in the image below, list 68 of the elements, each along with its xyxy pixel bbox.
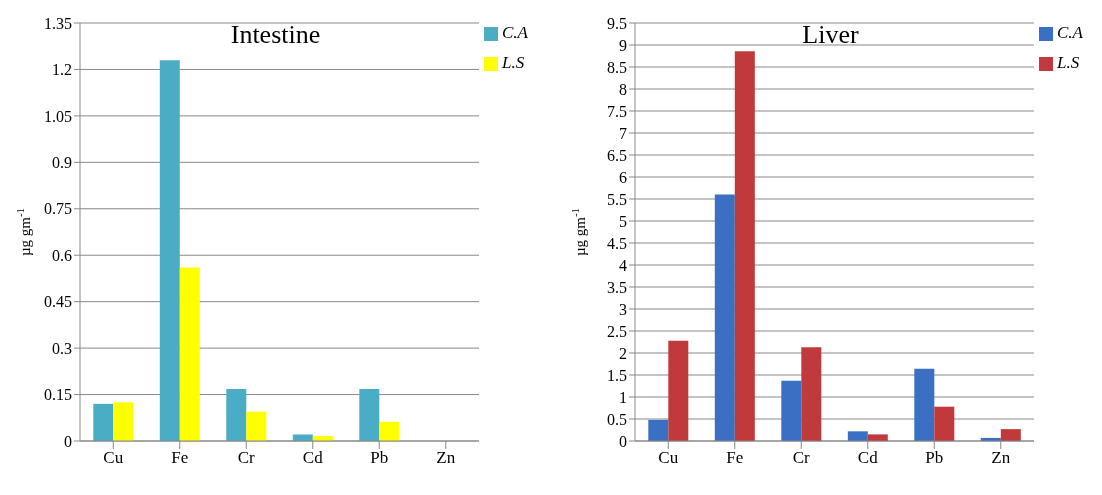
y-tick-label: 4.5 xyxy=(607,234,627,252)
bar xyxy=(113,402,134,441)
y-tick-label: 4 xyxy=(619,256,627,274)
y-tick-label: 7 xyxy=(619,124,627,142)
bar xyxy=(801,347,822,441)
y-tick-label: 8 xyxy=(619,80,627,98)
bar xyxy=(93,403,114,441)
bar xyxy=(714,194,735,441)
y-tick-label: 2 xyxy=(619,344,627,362)
y-tick-label: 0.15 xyxy=(44,386,72,404)
x-tick-label: Fe xyxy=(171,448,189,468)
bar xyxy=(668,340,689,441)
bar xyxy=(1000,429,1021,441)
y-tick-label: 0 xyxy=(619,432,627,450)
y-tick-label: 0.3 xyxy=(52,339,72,357)
y-tick-label: 8.5 xyxy=(607,58,627,76)
y-tick-label: 6 xyxy=(619,168,627,186)
bar xyxy=(781,380,802,441)
chart-title: Intestine xyxy=(230,20,321,49)
bar xyxy=(648,419,669,441)
bar xyxy=(359,388,380,441)
legend-label: C.A xyxy=(1057,23,1083,42)
legend-label: L.S xyxy=(1057,53,1080,72)
chart-title: Liver xyxy=(802,20,859,49)
bar xyxy=(246,411,267,441)
y-tick-label: 0 xyxy=(64,432,72,450)
bar xyxy=(934,406,955,441)
y-tick-label: 5 xyxy=(619,212,627,230)
y-tick-label: 0.45 xyxy=(44,293,72,311)
y-tick-label: 0.75 xyxy=(44,200,72,218)
y-tick-label: 1.05 xyxy=(44,107,72,125)
y-tick-label: 9 xyxy=(619,36,627,54)
x-tick-label: Pb xyxy=(370,448,389,468)
x-tick-label: Cu xyxy=(658,448,679,468)
bar xyxy=(292,434,313,441)
legend-label: C.A xyxy=(502,23,528,42)
bar xyxy=(379,421,400,441)
y-tick-label: 6.5 xyxy=(607,146,627,164)
x-tick-label: Cd xyxy=(302,448,324,468)
y-tick-label: 0.9 xyxy=(52,154,72,172)
bar xyxy=(179,267,200,441)
x-tick-label: Cr xyxy=(237,448,256,468)
x-tick-label: Zn xyxy=(991,448,1011,468)
bar xyxy=(847,431,868,441)
y-tick-label: 1.2 xyxy=(52,61,72,79)
legend-label: L.S xyxy=(502,53,525,72)
bar xyxy=(734,51,755,441)
y-tick-label: 3.5 xyxy=(607,278,627,296)
x-tick-label: Fe xyxy=(726,448,744,468)
y-tick-label: 3 xyxy=(619,300,627,318)
y-tick-label: 7.5 xyxy=(607,102,627,120)
y-tick-label: 0.5 xyxy=(607,410,627,428)
bar xyxy=(914,368,935,441)
x-tick-label: Cr xyxy=(792,448,811,468)
y-tick-label: 0.6 xyxy=(52,246,72,264)
bar xyxy=(226,388,247,441)
y-tick-label: 2.5 xyxy=(607,322,627,340)
x-tick-label: Zn xyxy=(436,448,456,468)
y-tick-label: 1.35 xyxy=(44,14,72,32)
x-tick-label: Cd xyxy=(857,448,879,468)
bar xyxy=(159,60,180,441)
y-tick-label: 5.5 xyxy=(607,190,627,208)
x-tick-label: Pb xyxy=(925,448,944,468)
y-tick-label: 1 xyxy=(619,388,627,406)
y-tick-label: 1.5 xyxy=(607,366,627,384)
bar xyxy=(867,434,888,441)
y-tick-label: 9.5 xyxy=(607,14,627,32)
x-tick-label: Cu xyxy=(103,448,124,468)
